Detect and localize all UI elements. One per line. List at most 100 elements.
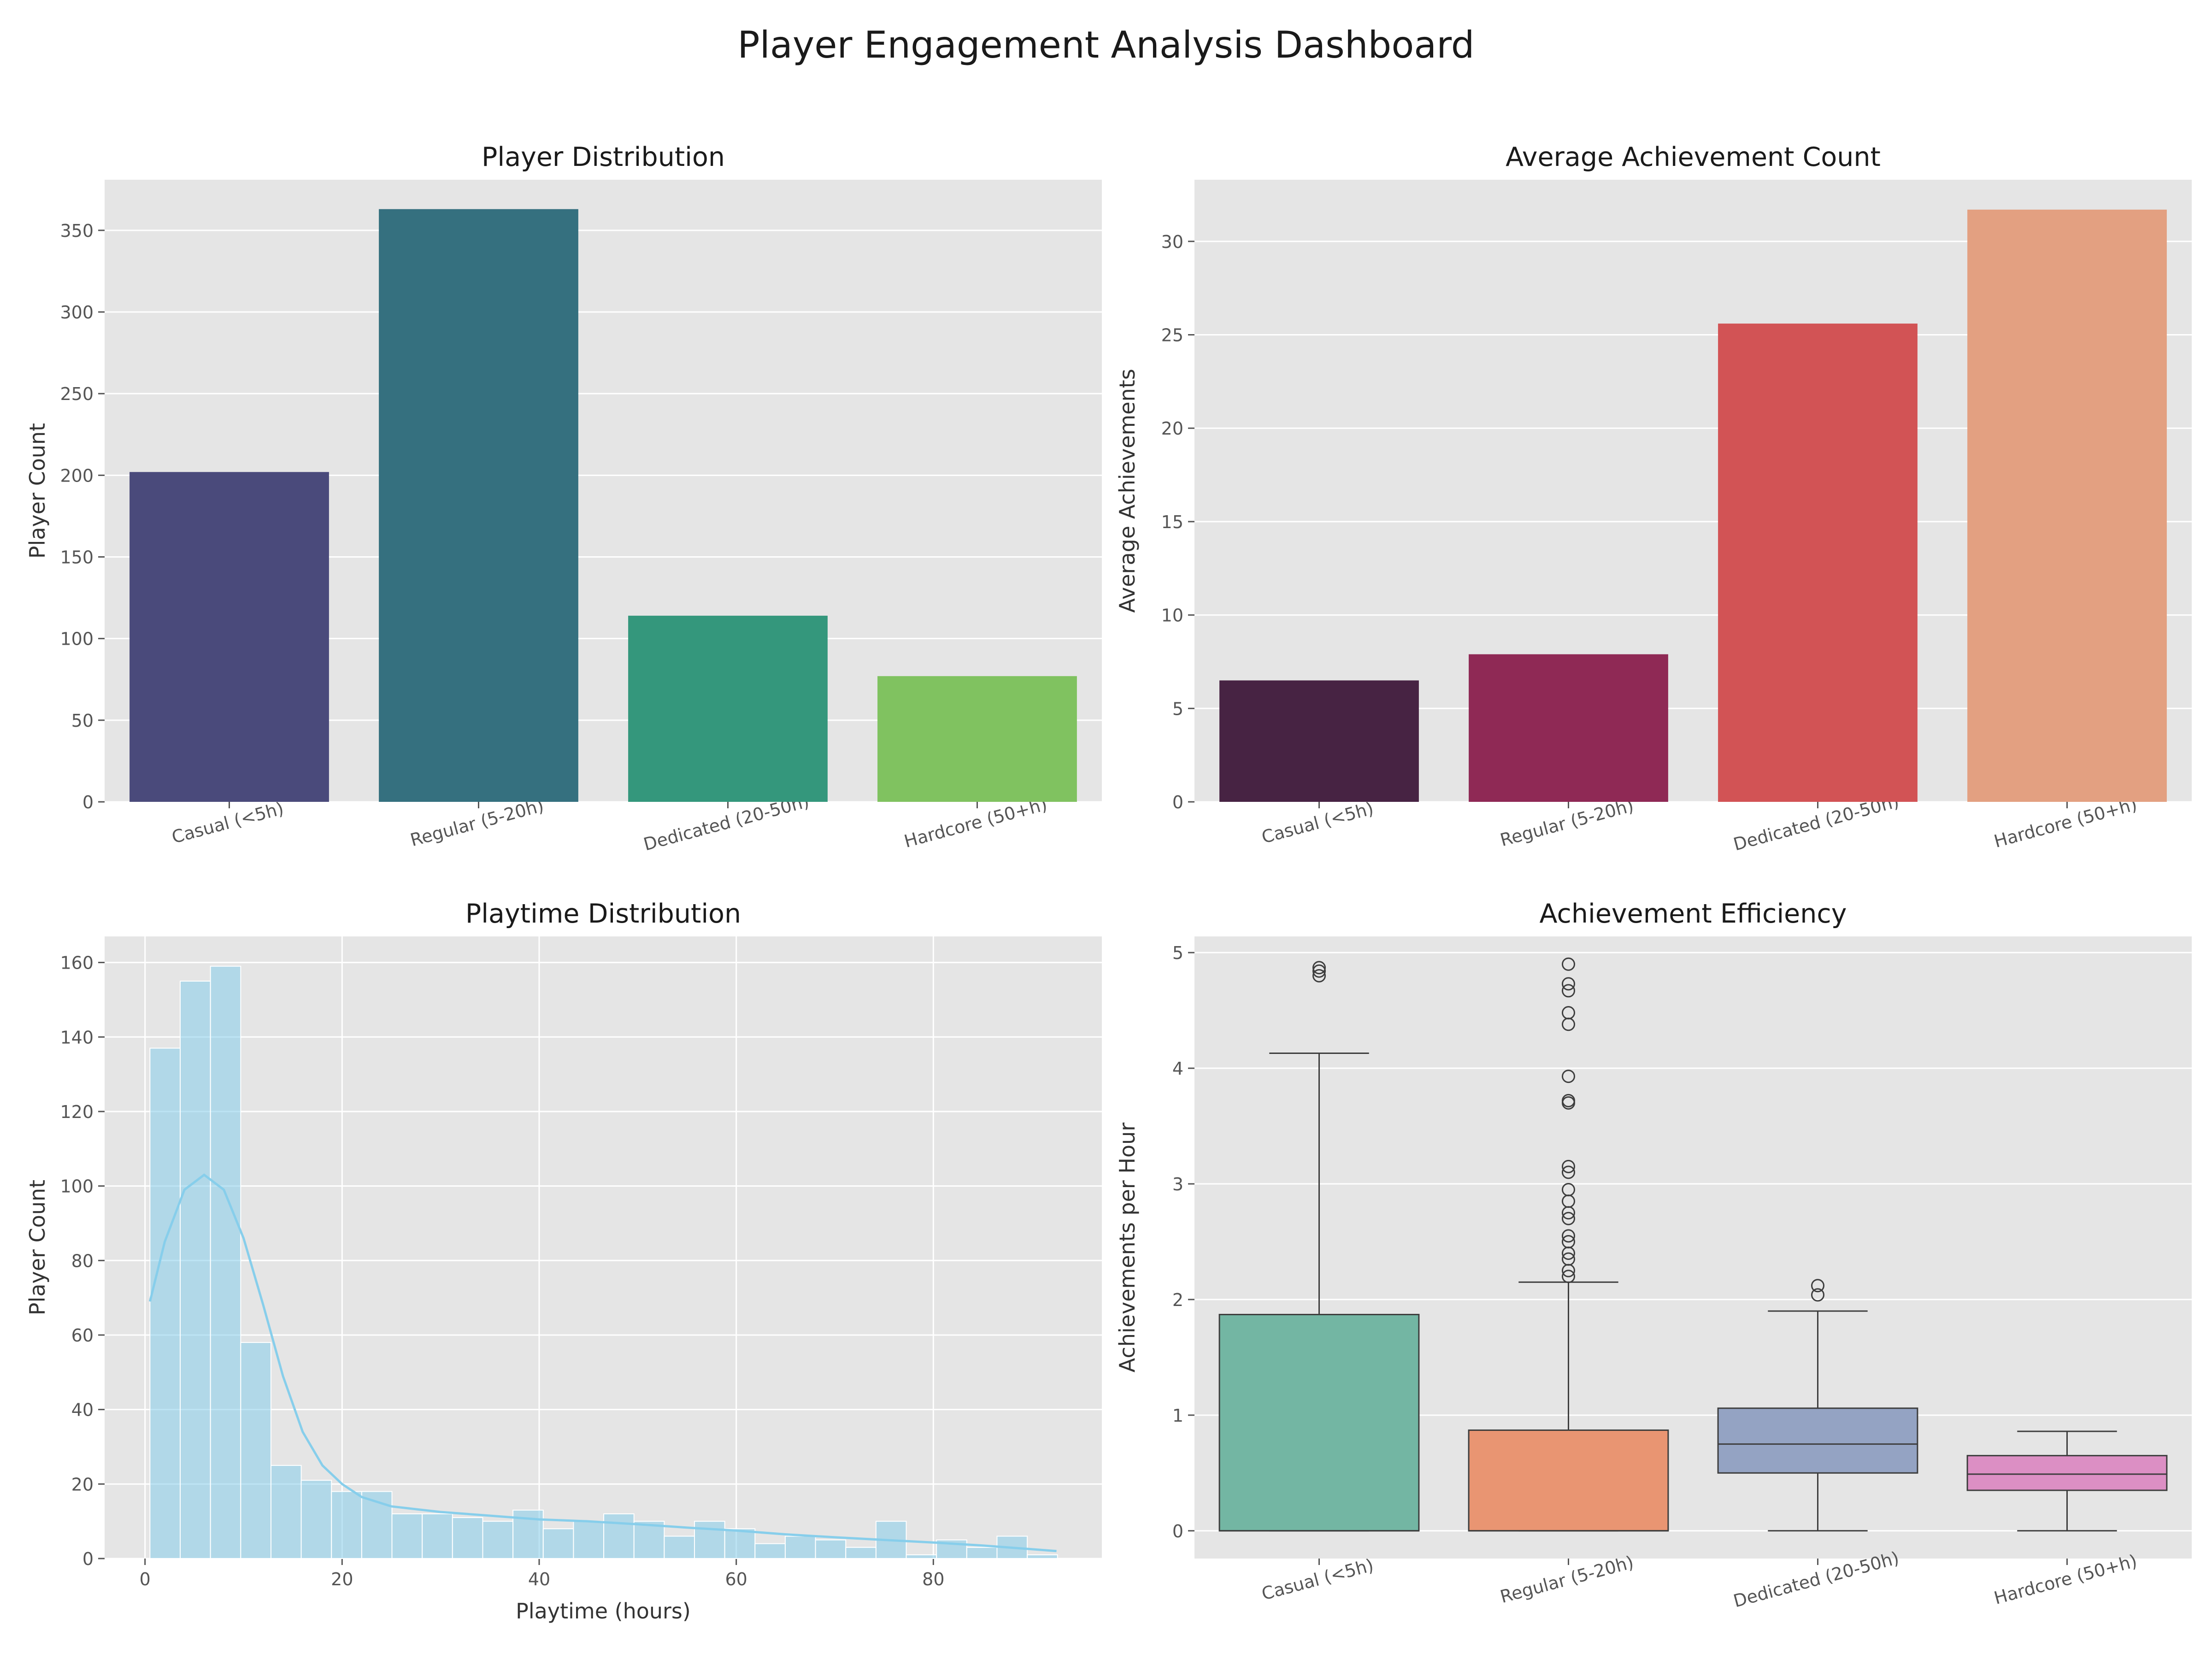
playtime-distribution-chart: Playtime Distribution Player Count Playtim… bbox=[25, 899, 1102, 1624]
x-tick-label: Casual (<5h) bbox=[1259, 1555, 1376, 1604]
outlier-point bbox=[1811, 1288, 1824, 1302]
x-tick-label: Hardcore (50+h) bbox=[1992, 794, 2139, 852]
outlier-point bbox=[1312, 961, 1326, 975]
x-tick-label: 60 bbox=[725, 1569, 747, 1589]
outlier-point bbox=[1562, 1094, 1575, 1107]
histogram-bar bbox=[180, 981, 211, 1559]
x-tick-label: Regular (5-20h) bbox=[408, 795, 546, 851]
y-tick-label: 40 bbox=[71, 1400, 94, 1420]
achievement-efficiency-chart: Achievement Efficiency Achievements per H… bbox=[1115, 899, 2192, 1612]
x-tick-label: 80 bbox=[922, 1569, 944, 1589]
box bbox=[1717, 1407, 1918, 1474]
outlier-point bbox=[1811, 1279, 1824, 1293]
y-tick-label: 10 bbox=[1161, 606, 1183, 626]
x-tick-label: 0 bbox=[140, 1569, 151, 1589]
outlier-point bbox=[1562, 977, 1575, 991]
bar bbox=[129, 472, 329, 802]
outlier-point bbox=[1562, 984, 1575, 998]
y-tick-label: 25 bbox=[1161, 325, 1183, 345]
chart-title: Achievement Efficiency bbox=[1540, 899, 1847, 929]
outlier-point bbox=[1562, 1270, 1575, 1283]
y-tick-label: 15 bbox=[1161, 512, 1183, 532]
y-tick-label: 100 bbox=[60, 1177, 94, 1197]
bar bbox=[1718, 324, 1918, 802]
page-title: Player Engagement Analysis Dashboard bbox=[737, 24, 1474, 66]
y-tick-label: 80 bbox=[71, 1251, 94, 1271]
outlier-point bbox=[1562, 1165, 1575, 1179]
bar bbox=[628, 616, 828, 802]
histogram-bar bbox=[664, 1535, 695, 1559]
x-tick-label: Regular (5-20h) bbox=[1498, 1552, 1636, 1607]
histogram-bar bbox=[391, 1513, 423, 1559]
chart-title: Average Achievement Count bbox=[1506, 142, 1881, 172]
y-tick-label: 0 bbox=[1172, 1521, 1183, 1541]
y-tick-label: 30 bbox=[1161, 232, 1183, 252]
y-tick-label: 160 bbox=[60, 953, 94, 973]
histogram-bar bbox=[603, 1513, 635, 1559]
histogram-bar bbox=[694, 1521, 725, 1559]
y-tick-label: 120 bbox=[60, 1102, 94, 1122]
histogram-bar bbox=[754, 1543, 786, 1559]
y-tick-label: 20 bbox=[1161, 418, 1183, 439]
y-axis-label: Player Count bbox=[25, 423, 50, 559]
histogram-bar bbox=[573, 1521, 605, 1559]
bar bbox=[1967, 209, 2167, 802]
y-tick-label: 140 bbox=[60, 1027, 94, 1047]
y-tick-label: 0 bbox=[1172, 792, 1183, 812]
outlier-point bbox=[1562, 1235, 1575, 1248]
y-tick-label: 150 bbox=[60, 547, 94, 568]
bar bbox=[877, 676, 1077, 802]
y-tick-label: 5 bbox=[1172, 699, 1183, 719]
y-tick-label: 1 bbox=[1172, 1406, 1183, 1426]
outlier-point bbox=[1562, 957, 1575, 971]
y-tick-label: 100 bbox=[60, 629, 94, 649]
y-tick-label: 50 bbox=[71, 711, 94, 731]
histogram-bar bbox=[300, 1480, 332, 1559]
outlier-point bbox=[1562, 1183, 1575, 1197]
histogram-bar bbox=[270, 1465, 302, 1559]
y-tick-label: 0 bbox=[82, 792, 94, 812]
x-tick-label: Hardcore (50+h) bbox=[1992, 1551, 2139, 1608]
y-tick-label: 4 bbox=[1172, 1059, 1183, 1079]
chart-title: Playtime Distribution bbox=[465, 899, 741, 929]
histogram-bar bbox=[331, 1491, 362, 1559]
x-tick-label: Regular (5-20h) bbox=[1498, 795, 1636, 851]
chart-title: Player Distribution bbox=[482, 142, 725, 172]
y-tick-label: 20 bbox=[71, 1474, 94, 1494]
outlier-point bbox=[1312, 969, 1326, 982]
outlier-point bbox=[1562, 1252, 1575, 1266]
x-tick-label: Hardcore (50+h) bbox=[902, 794, 1049, 852]
y-tick-label: 3 bbox=[1172, 1174, 1183, 1194]
average-achievement-chart: Average Achievement Count Average Achieve… bbox=[1115, 142, 2192, 855]
x-tick-label: 20 bbox=[331, 1569, 353, 1589]
y-axis-label: Player Count bbox=[25, 1180, 50, 1315]
kde-line bbox=[148, 1173, 1057, 1553]
histogram-bar bbox=[482, 1521, 514, 1559]
y-tick-label: 200 bbox=[60, 465, 94, 486]
x-tick-label: 40 bbox=[528, 1569, 550, 1589]
outlier-point bbox=[1312, 964, 1326, 978]
histogram-bar bbox=[542, 1528, 574, 1559]
bar bbox=[379, 209, 578, 802]
y-tick-label: 0 bbox=[82, 1549, 94, 1569]
histogram-bar bbox=[633, 1521, 665, 1559]
histogram-bar bbox=[815, 1539, 847, 1559]
y-tick-label: 5 bbox=[1172, 943, 1183, 963]
box bbox=[1218, 1314, 1420, 1532]
y-tick-label: 250 bbox=[60, 384, 94, 404]
outlier-point bbox=[1562, 1229, 1575, 1243]
histogram-bar bbox=[422, 1513, 453, 1559]
histogram-bar bbox=[845, 1547, 877, 1559]
y-axis-label: Achievements per Hour bbox=[1115, 1123, 1140, 1373]
outlier-point bbox=[1562, 1006, 1575, 1020]
outlier-point bbox=[1562, 1159, 1575, 1173]
bar bbox=[1469, 654, 1668, 802]
y-axis-label: Average Achievements bbox=[1115, 369, 1140, 613]
player-distribution-chart: Player Distribution Player Count 0 50 100 150… bbox=[25, 142, 1102, 855]
y-tick-label: 2 bbox=[1172, 1290, 1183, 1310]
y-tick-label: 350 bbox=[60, 221, 94, 241]
histogram-bar bbox=[784, 1535, 816, 1559]
x-tick-label: Casual (<5h) bbox=[170, 798, 286, 847]
histogram-bar bbox=[452, 1517, 483, 1559]
